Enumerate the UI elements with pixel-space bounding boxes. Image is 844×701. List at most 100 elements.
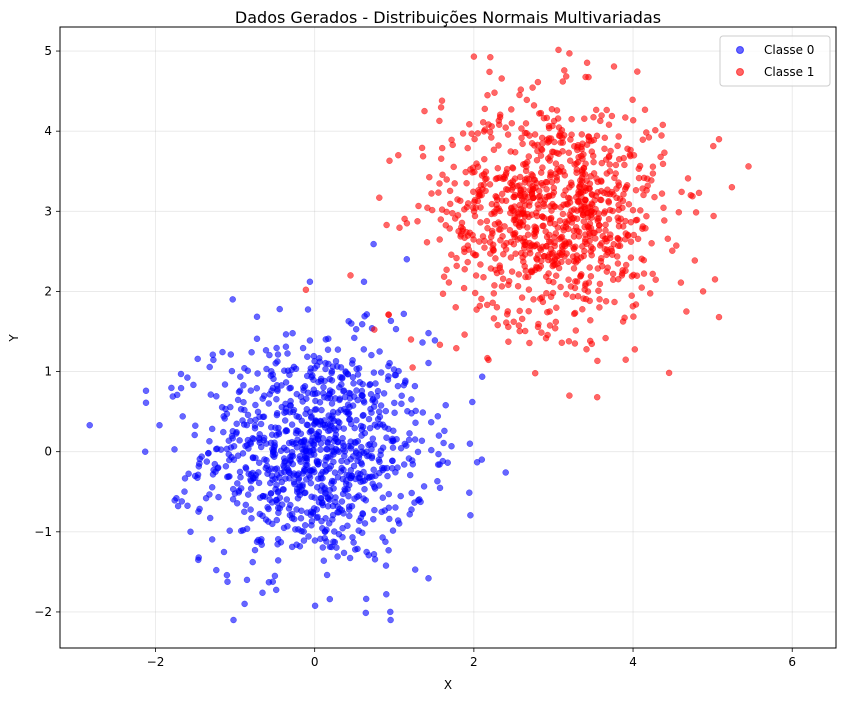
data-point <box>306 467 314 474</box>
data-point <box>461 206 468 213</box>
data-point <box>486 68 493 76</box>
data-point <box>549 192 556 199</box>
data-point <box>613 194 620 202</box>
data-point <box>598 159 606 167</box>
data-point <box>438 97 446 104</box>
data-point <box>335 509 342 516</box>
data-point <box>249 469 256 477</box>
data-point <box>489 299 496 307</box>
data-point <box>254 370 261 377</box>
data-point <box>507 254 515 261</box>
data-point <box>366 440 374 448</box>
data-point <box>353 416 360 424</box>
data-point <box>587 317 594 324</box>
data-point <box>715 135 723 143</box>
data-point <box>297 393 305 401</box>
data-point <box>365 415 373 423</box>
data-point <box>594 357 601 365</box>
data-point <box>464 258 471 266</box>
data-point <box>208 536 216 543</box>
data-point <box>282 343 290 350</box>
data-point <box>427 418 435 426</box>
data-point <box>156 421 163 429</box>
data-point <box>452 304 459 311</box>
data-point <box>510 318 517 326</box>
data-point <box>552 318 560 326</box>
data-point <box>224 578 231 586</box>
data-point <box>286 385 293 392</box>
data-point <box>299 344 307 352</box>
data-point <box>691 257 699 264</box>
data-point <box>628 292 635 299</box>
data-point <box>483 301 491 309</box>
data-point <box>640 191 647 199</box>
data-point <box>575 228 583 236</box>
data-point <box>471 251 479 259</box>
data-point <box>242 442 249 450</box>
data-point <box>446 187 454 195</box>
data-point <box>531 131 539 138</box>
data-point <box>527 268 535 276</box>
data-point <box>425 329 432 337</box>
data-point <box>561 242 569 250</box>
data-point <box>638 284 645 291</box>
data-point <box>297 458 304 465</box>
data-point <box>406 471 414 479</box>
data-point <box>582 231 589 238</box>
data-point <box>552 272 560 279</box>
data-point <box>566 157 574 164</box>
data-point <box>459 130 467 137</box>
data-point <box>243 421 251 429</box>
data-point <box>492 255 499 262</box>
data-point <box>514 282 522 290</box>
data-point <box>411 436 419 443</box>
data-point <box>481 126 489 133</box>
data-point <box>195 463 203 470</box>
data-point <box>581 286 588 293</box>
data-point <box>498 190 506 198</box>
data-point <box>639 136 647 143</box>
data-point <box>363 548 370 556</box>
data-point <box>358 320 366 328</box>
data-point <box>304 306 312 313</box>
data-point <box>609 270 617 278</box>
data-point <box>317 471 325 478</box>
data-point <box>612 161 620 169</box>
data-point <box>267 490 275 497</box>
data-point <box>619 223 627 230</box>
data-point <box>235 487 243 495</box>
data-point <box>448 251 455 258</box>
data-point <box>309 372 316 379</box>
data-point <box>469 398 476 406</box>
data-point <box>331 395 339 402</box>
data-point <box>610 63 618 70</box>
data-point <box>710 212 717 220</box>
y-tick-label: 1 <box>44 365 52 379</box>
data-point <box>405 436 413 444</box>
data-point <box>234 480 241 487</box>
data-point <box>546 173 554 180</box>
data-point <box>389 437 397 444</box>
data-point <box>436 117 443 125</box>
data-point <box>379 494 387 501</box>
data-point <box>298 527 305 535</box>
data-point <box>533 156 541 164</box>
data-point <box>648 240 655 247</box>
data-point <box>253 385 261 392</box>
data-point <box>601 145 608 153</box>
data-point <box>346 554 354 562</box>
data-point <box>298 507 305 515</box>
data-point <box>289 329 296 337</box>
data-point <box>543 186 550 193</box>
data-point <box>471 196 479 204</box>
data-point <box>614 214 621 221</box>
data-point <box>386 359 393 367</box>
data-point <box>490 290 498 297</box>
data-point <box>259 512 266 520</box>
data-point <box>253 335 261 343</box>
data-point <box>605 121 613 128</box>
data-point <box>340 442 347 450</box>
data-point <box>509 178 517 185</box>
data-point <box>326 595 334 603</box>
